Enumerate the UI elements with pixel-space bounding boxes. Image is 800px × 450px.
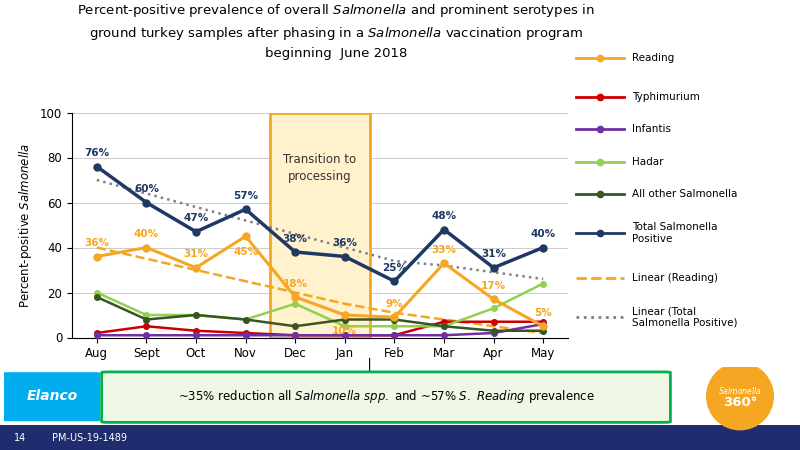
Text: 36%: 36%	[332, 238, 358, 248]
Text: 17%: 17%	[481, 281, 506, 291]
Text: 14: 14	[14, 432, 26, 442]
Text: 57%: 57%	[233, 191, 258, 201]
Text: 60%: 60%	[134, 184, 159, 194]
Text: Transition to
processing: Transition to processing	[283, 153, 357, 183]
Text: 47%: 47%	[183, 213, 209, 223]
Text: $\it{Salmonella}$: $\it{Salmonella}$	[718, 385, 762, 396]
Text: 40%: 40%	[530, 229, 556, 239]
Text: Percent-positive prevalence of overall $\it{Salmonella}$ and prominent serotypes: Percent-positive prevalence of overall $…	[78, 2, 594, 60]
Text: 25%: 25%	[382, 263, 407, 273]
Text: 48%: 48%	[431, 211, 457, 221]
Text: 2018 Vaccination of Poults: 2018 Vaccination of Poults	[110, 380, 258, 390]
Text: 10%: 10%	[332, 326, 358, 336]
Text: 360°: 360°	[723, 396, 757, 410]
Bar	[270, 112, 370, 338]
Text: 2019 Post-vaccination Processing: 2019 Post-vaccination Processing	[376, 380, 562, 390]
Text: Linear (Reading): Linear (Reading)	[632, 273, 718, 284]
Text: 33%: 33%	[431, 245, 457, 255]
Bar	[0, 425, 800, 450]
Text: Elanco: Elanco	[26, 389, 78, 403]
FancyBboxPatch shape	[4, 372, 100, 421]
Text: 31%: 31%	[481, 249, 506, 259]
Text: Reading: Reading	[632, 53, 674, 63]
Text: 9%: 9%	[386, 299, 403, 309]
Text: 36%: 36%	[84, 238, 110, 248]
Text: 40%: 40%	[134, 229, 159, 239]
Text: 45%: 45%	[233, 248, 258, 257]
Text: 76%: 76%	[84, 148, 110, 158]
Ellipse shape	[706, 362, 774, 431]
Text: 5%: 5%	[534, 308, 552, 318]
Text: Hadar: Hadar	[632, 157, 664, 166]
Text: Total Salmonella
Positive: Total Salmonella Positive	[632, 222, 718, 244]
Text: 18%: 18%	[282, 279, 308, 288]
Text: Linear (Total
Salmonella Positive): Linear (Total Salmonella Positive)	[632, 306, 738, 328]
Text: All other Salmonella: All other Salmonella	[632, 189, 738, 199]
Y-axis label: Percent-positive $\it{Salmonella}$: Percent-positive $\it{Salmonella}$	[18, 143, 34, 307]
FancyBboxPatch shape	[102, 372, 670, 423]
Text: Typhimurium: Typhimurium	[632, 92, 700, 102]
Text: 31%: 31%	[183, 249, 209, 259]
Text: PM-US-19-1489: PM-US-19-1489	[52, 432, 127, 442]
Text: 38%: 38%	[282, 234, 308, 243]
Text: Infantis: Infantis	[632, 124, 671, 134]
Text: ~35% reduction all $\it{Salmonella}$ $\it{spp.}$ and ~57% $\it{S.}$ $\it{Reading: ~35% reduction all $\it{Salmonella}$ $\i…	[178, 388, 595, 405]
